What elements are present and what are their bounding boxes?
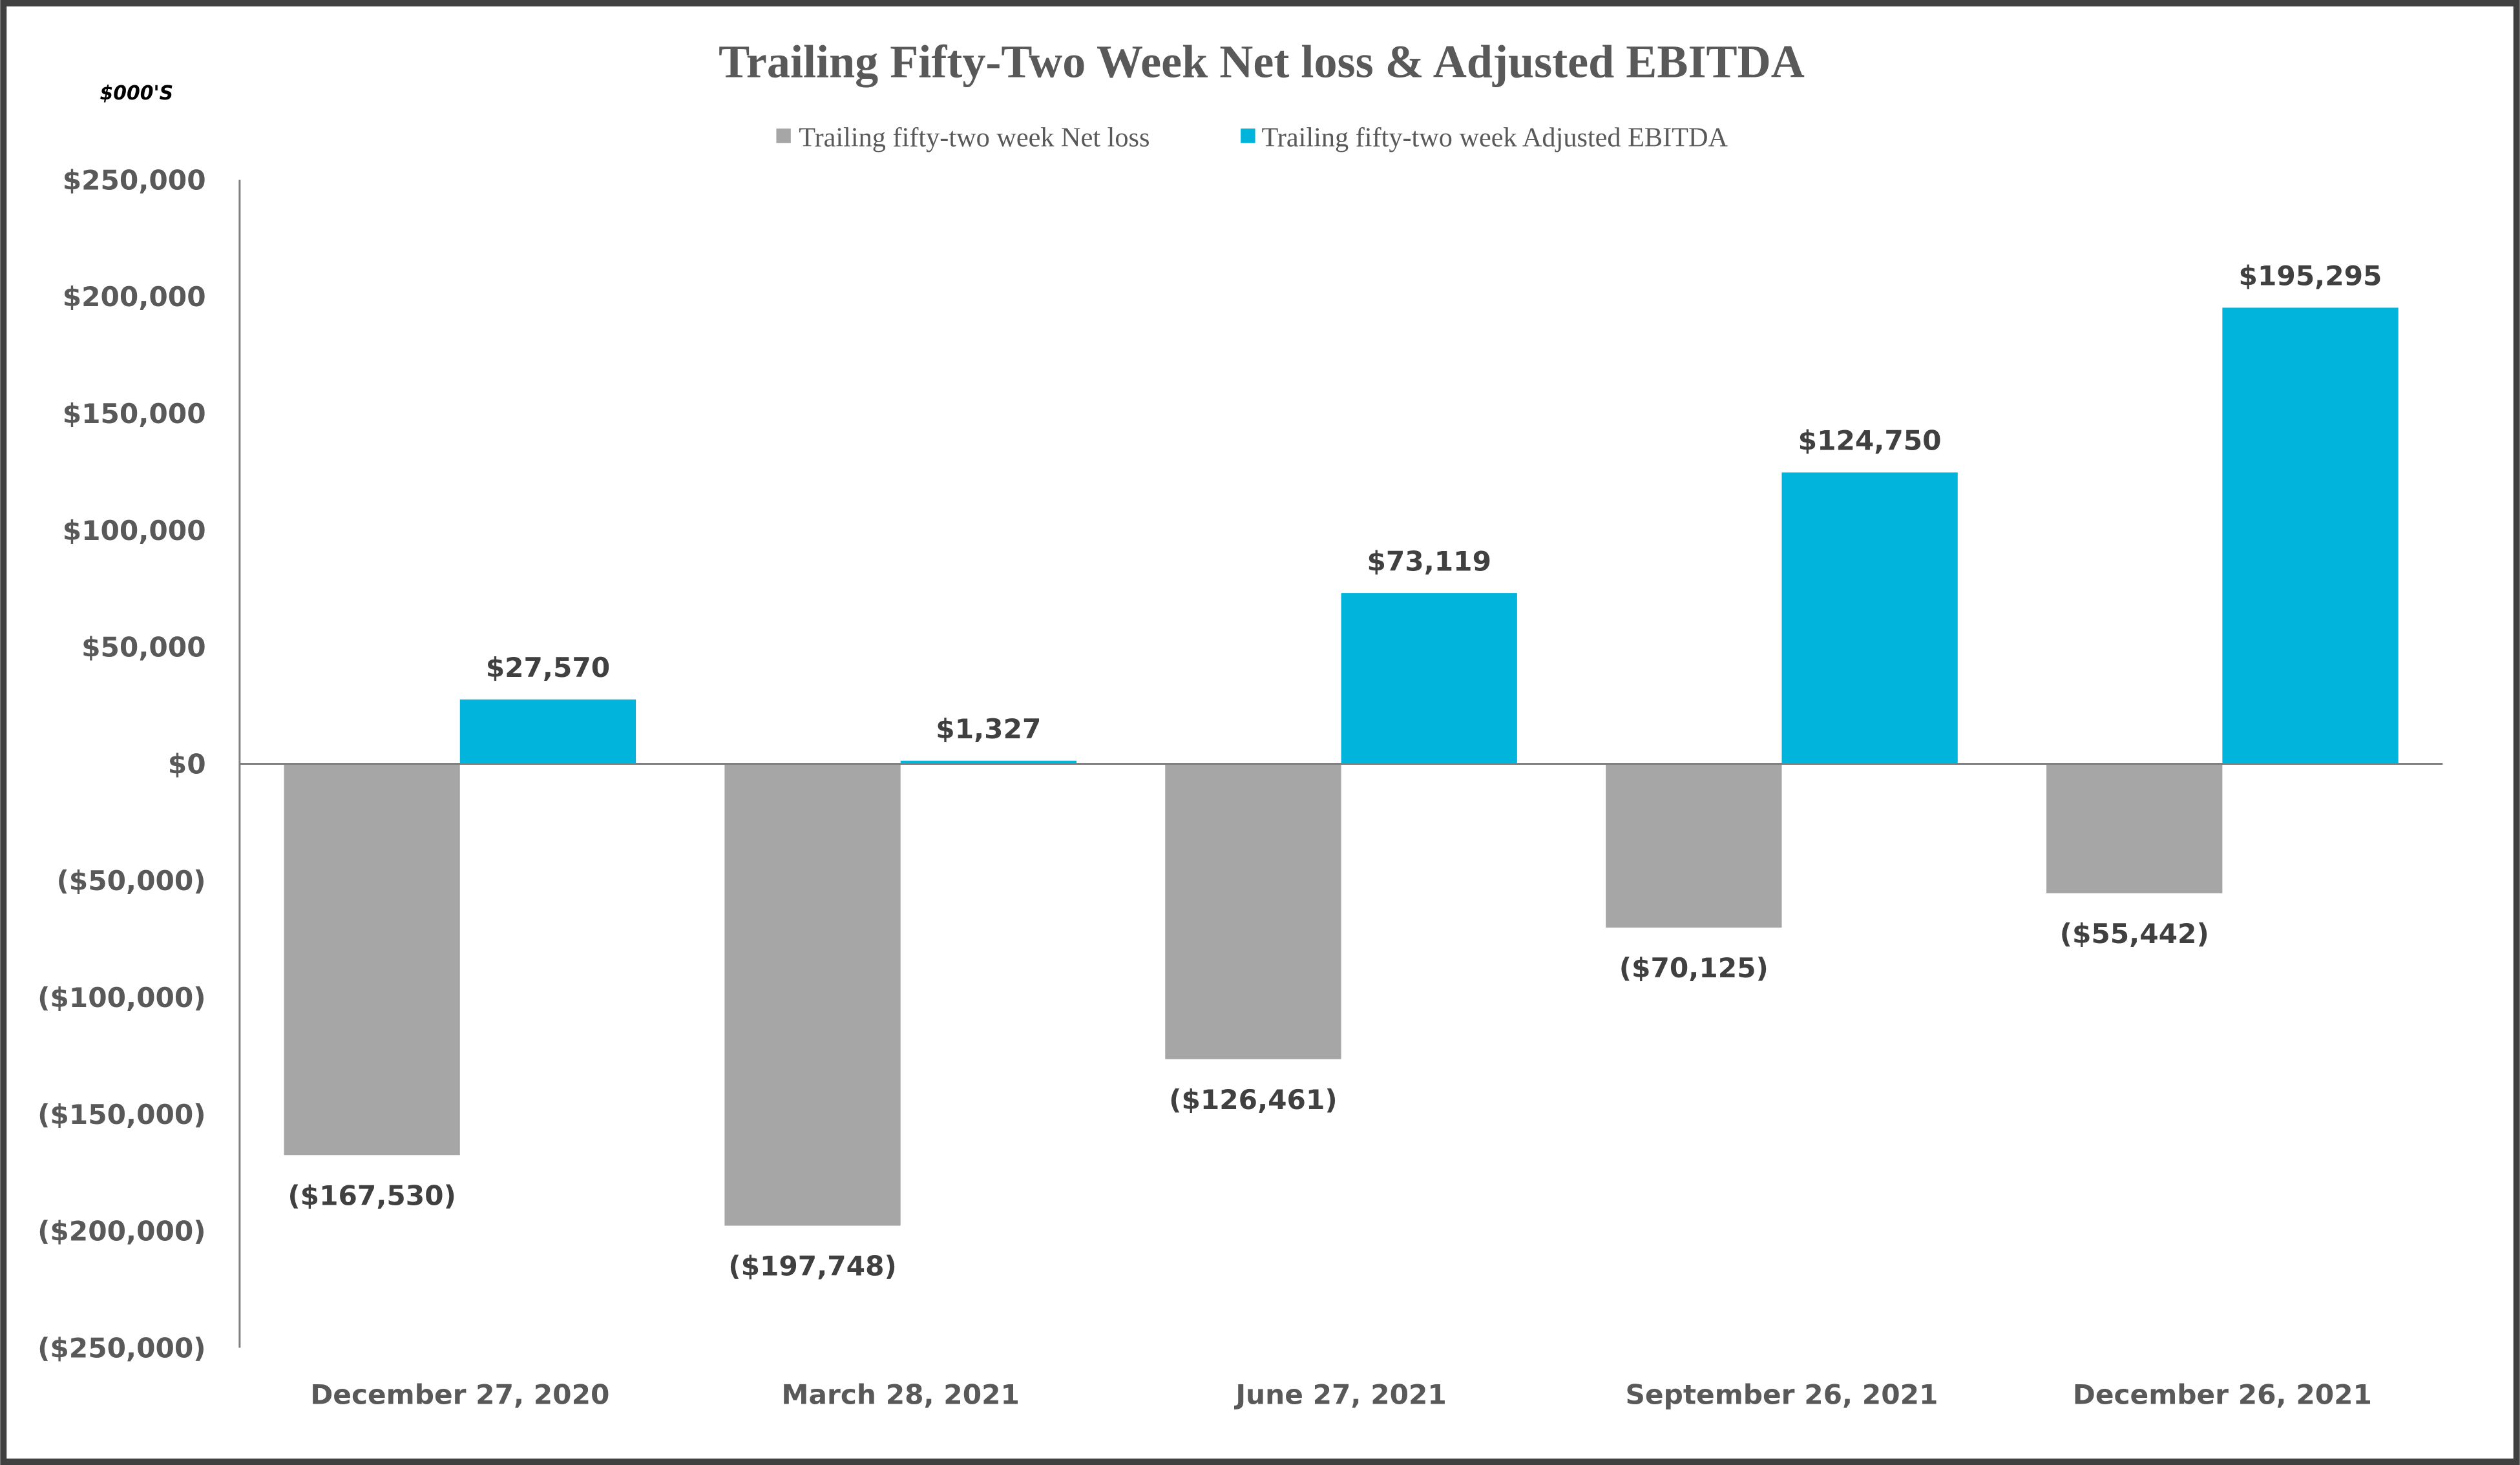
- net-loss-bar: [724, 764, 901, 1226]
- data-labels: ($167,530) $27,570 ($197,748) $1,327 ($126,4…: [288, 260, 2382, 1282]
- ebitda-bar: [1781, 472, 1958, 764]
- ebitda-data-label: $27,570: [486, 652, 611, 683]
- net-loss-data-label: ($167,530): [288, 1179, 456, 1211]
- ebitda-data-label: $124,750: [1798, 425, 1942, 457]
- y-tick-label: $50,000: [81, 632, 206, 663]
- y-tick-label: $200,000: [63, 281, 206, 313]
- legend-label-ebitda: Trailing fifty-two week Adjusted EBITDA: [1261, 122, 1728, 152]
- ebitda-bar: [1341, 593, 1517, 764]
- net-loss-data-label: ($197,748): [728, 1251, 897, 1282]
- ebitda-data-label: $1,327: [936, 713, 1041, 745]
- y-axis-ticks: $250,000 $200,000 $150,000 $100,000 $50,000 $…: [37, 164, 206, 1364]
- legend: Trailing fifty-two week Net loss Trailin…: [776, 122, 1728, 152]
- unit-label: $000'S: [100, 82, 174, 105]
- y-tick-label: ($100,000): [37, 982, 206, 1013]
- x-axis-ticks: December 27, 2020 March 28, 2021 June 27, …: [310, 1379, 2372, 1411]
- net-loss-bar: [284, 764, 460, 1156]
- ebitda-data-label: $195,295: [2239, 260, 2382, 292]
- ebitda-data-label: $73,119: [1367, 545, 1491, 577]
- net-loss-data-label: ($70,125): [1619, 952, 1769, 984]
- ebitda-bar: [459, 699, 636, 764]
- net-loss-bar: [1606, 764, 1782, 928]
- x-tick-label: December 27, 2020: [310, 1379, 609, 1411]
- ebitda-bar: [900, 760, 1077, 764]
- legend-label-net-loss: Trailing fifty-two week Net loss: [799, 122, 1150, 152]
- legend-swatch-net-loss: [776, 128, 791, 143]
- y-tick-label: $100,000: [63, 515, 206, 546]
- net-loss-bar: [2046, 764, 2223, 893]
- x-tick-label: June 27, 2021: [1234, 1379, 1447, 1411]
- y-tick-label: $250,000: [63, 164, 206, 196]
- y-tick-label: $0: [168, 748, 206, 780]
- net-loss-data-label: ($55,442): [2060, 918, 2209, 950]
- x-tick-label: December 26, 2021: [2073, 1379, 2372, 1411]
- y-tick-label: ($50,000): [56, 865, 205, 897]
- y-tick-label: ($150,000): [37, 1099, 206, 1130]
- y-tick-label: ($250,000): [37, 1332, 206, 1364]
- x-tick-label: September 26, 2021: [1625, 1379, 1938, 1411]
- legend-swatch-ebitda: [1241, 128, 1255, 143]
- x-tick-label: March 28, 2021: [781, 1379, 1020, 1411]
- bars: [284, 307, 2399, 1226]
- chart-title: Trailing Fifty-Two Week Net loss & Adjus…: [719, 36, 1805, 87]
- net-loss-data-label: ($126,461): [1169, 1084, 1338, 1116]
- y-tick-label: ($200,000): [37, 1216, 206, 1247]
- ebitda-bar: [2222, 307, 2399, 764]
- y-tick-label: $150,000: [63, 398, 206, 430]
- net-loss-bar: [1165, 764, 1341, 1059]
